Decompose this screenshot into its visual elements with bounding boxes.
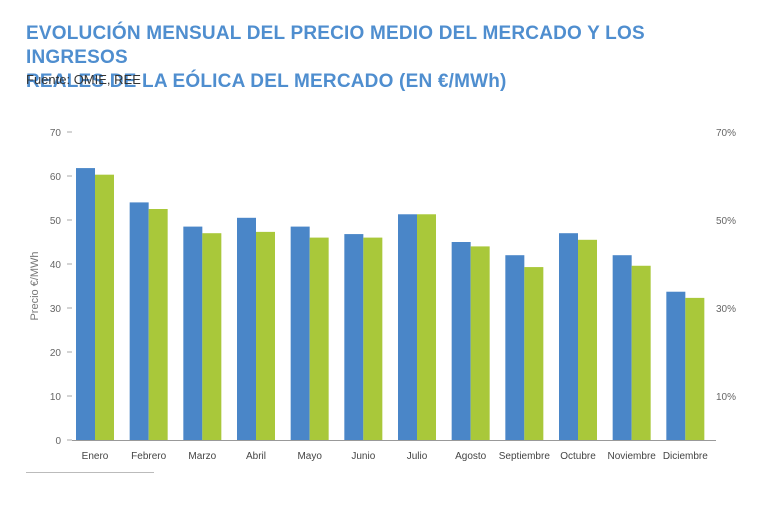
x-tick-label: Diciembre: [663, 451, 708, 462]
bar-precio-medio: [344, 234, 364, 440]
x-tick-label: Abril: [246, 451, 266, 462]
bar-precio-medio: [76, 168, 95, 440]
y2-tick-label: 50%: [716, 216, 736, 227]
legend-separator: [26, 472, 154, 473]
bar-ingresos-eolica: [363, 237, 383, 440]
y2-tick-label: 70%: [716, 128, 736, 139]
y-axis-label: Precio €/MWh: [29, 251, 41, 320]
x-tick-label: Febrero: [131, 451, 166, 462]
y-tick-label: 50: [50, 216, 62, 227]
x-tick-label: Enero: [82, 451, 109, 462]
y-tick-label: 10: [50, 392, 62, 403]
y-tick-label: 70: [50, 128, 62, 139]
bar-precio-medio: [505, 255, 525, 440]
bar-precio-medio: [290, 226, 310, 440]
bar-precio-medio: [666, 291, 686, 440]
bar-ingresos-eolica: [631, 265, 651, 440]
y-tick-label: 60: [50, 172, 62, 183]
bar-precio-medio: [451, 242, 471, 440]
bar-precio-medio: [183, 226, 203, 440]
legend-item-ingresos-eolica: INGRESOS REALES PROCEDENTES DEL MERCADO …: [402, 476, 711, 487]
bar-ingresos-eolica: [470, 246, 490, 440]
x-tick-label: Noviembre: [607, 451, 656, 462]
x-tick-label: Septiembre: [499, 451, 551, 462]
bar-ingresos-eolica: [148, 209, 168, 440]
chart-title-line-2: REALES DE LA EÓLICA DEL MERCADO (EN €/MW…: [26, 71, 507, 92]
bar-ingresos-eolica: [578, 239, 597, 440]
bar-precio-medio: [237, 217, 256, 440]
source-note: Fuente: OMIE, REE: [26, 72, 141, 87]
bar-ingresos-eolica: [202, 233, 222, 440]
bar-ingresos-eolica: [417, 214, 436, 440]
legend-item-precio-medio: PRECIO MEDIO MENSUAL DEL MERCADO: [191, 476, 384, 487]
x-tick-label: Junio: [351, 451, 375, 462]
bar-ingresos-eolica: [524, 267, 544, 440]
bar-precio-medio: [559, 233, 578, 440]
y2-tick-label: 10%: [716, 392, 736, 403]
y2-tick-label: 30%: [716, 304, 736, 315]
bar-ingresos-eolica: [95, 174, 114, 440]
x-tick-label: Agosto: [455, 451, 487, 462]
y-tick-label: 40: [50, 260, 62, 271]
bar-ingresos-eolica: [309, 237, 329, 440]
x-tick-label: Octubre: [560, 451, 596, 462]
y-tick-label: 20: [50, 348, 62, 359]
bar-ingresos-eolica: [256, 231, 275, 440]
y-tick-label: 30: [50, 304, 62, 315]
x-tick-label: Marzo: [188, 451, 216, 462]
bar-precio-medio: [129, 202, 149, 440]
bar-ingresos-eolica: [685, 297, 705, 440]
bar-precio-medio: [612, 255, 632, 440]
y-tick-label: 0: [55, 436, 61, 447]
x-tick-label: Julio: [407, 451, 428, 462]
chart-title: EVOLUCIÓN MENSUAL DEL PRECIO MEDIO DEL M…: [26, 22, 746, 94]
chart-title-line-1: EVOLUCIÓN MENSUAL DEL PRECIO MEDIO DEL M…: [26, 23, 645, 68]
bar-precio-medio: [398, 214, 417, 440]
x-tick-label: Mayo: [297, 451, 322, 462]
